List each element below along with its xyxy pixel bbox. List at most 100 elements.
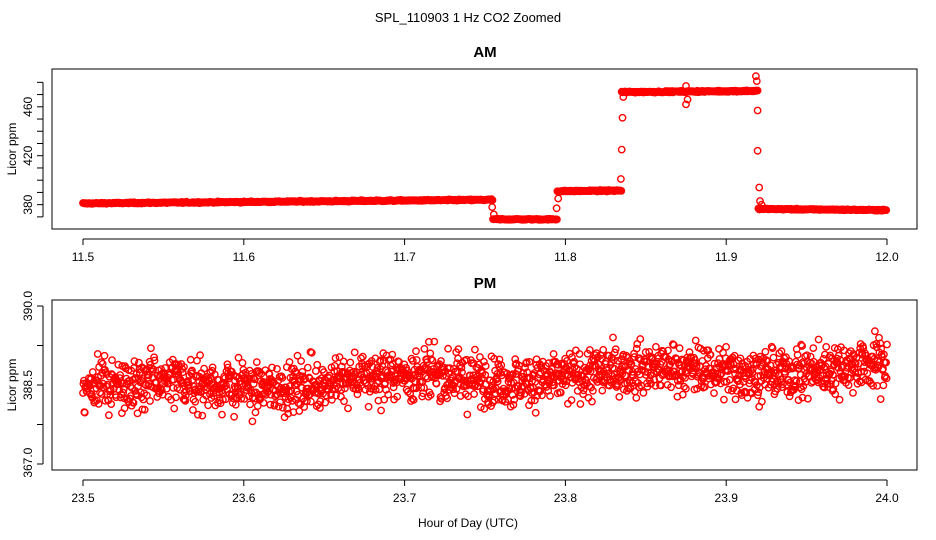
pm-data-point	[627, 360, 636, 368]
pm-data-point	[516, 392, 525, 400]
pm-data-point	[238, 358, 247, 367]
pm-data-point	[549, 350, 558, 358]
pm-data-point	[181, 391, 190, 400]
pm-data-point	[170, 404, 179, 413]
pm-data-point	[298, 367, 307, 376]
pm-data-point	[178, 368, 187, 377]
y-tick-label: 460	[21, 96, 35, 116]
pm-data-point	[769, 353, 778, 362]
pm-data-point	[188, 366, 196, 375]
pm-data-point	[234, 353, 243, 362]
pm-data-point	[297, 357, 305, 365]
pm-data-point	[307, 348, 316, 357]
pm-data-point	[595, 371, 604, 380]
pm-data-point	[710, 389, 718, 397]
pm-data-point	[444, 344, 452, 353]
pm-data-point	[80, 408, 89, 417]
am-panel-title: AM	[473, 44, 496, 61]
pm-data-point	[142, 391, 151, 400]
pm-data-point	[420, 383, 428, 392]
pm-data-point	[452, 385, 461, 393]
pm-data-point	[527, 396, 536, 405]
pm-data-point	[490, 354, 499, 363]
pm-data-point	[93, 396, 101, 405]
pm-data-point	[814, 335, 823, 344]
pm-data-point	[678, 390, 687, 399]
pm-data-point	[346, 358, 355, 367]
pm-data-point	[531, 408, 540, 417]
pm-data-point	[259, 398, 268, 407]
pm-data-point	[456, 392, 465, 400]
pm-data-point	[632, 344, 641, 353]
pm-data-point	[332, 391, 340, 400]
pm-data-point	[768, 344, 777, 352]
pm-data-point	[223, 360, 232, 369]
pm-data-point	[287, 386, 296, 395]
y-tick-label: 420	[21, 145, 35, 165]
y-tick-label: 390.0	[21, 291, 35, 321]
pm-data-point	[313, 360, 322, 369]
pm-data-point	[393, 392, 402, 401]
pm-data-point	[105, 411, 113, 420]
pm-data-point	[868, 352, 877, 361]
am-data-point	[617, 175, 625, 183]
pm-data-point	[96, 388, 104, 397]
am-data-point	[487, 195, 496, 204]
pm-data-point	[636, 335, 645, 343]
pm-data-point	[208, 363, 217, 372]
pm-data-point	[630, 353, 639, 361]
pm-data-point	[641, 348, 650, 357]
pm-data-point	[319, 368, 328, 376]
pm-data-point	[450, 389, 459, 398]
pm-data-point	[350, 348, 359, 357]
pm-data-point	[556, 388, 565, 397]
pm-data-point	[872, 339, 881, 348]
pm-data-point	[777, 347, 786, 356]
pm-panel-title: PM	[474, 275, 497, 292]
pm-data-point	[589, 386, 597, 395]
pm-data-point	[610, 348, 619, 357]
am-x-axis: 11.5 11.6 11.7 11.8 11.9 12.0	[72, 238, 899, 264]
pm-data-point	[443, 394, 452, 403]
am-data-point	[554, 194, 563, 203]
pm-data-point	[576, 400, 585, 408]
pm-data-point	[196, 351, 205, 360]
y-tick-label: 367.0	[21, 447, 35, 477]
pm-data-point	[791, 382, 800, 390]
pm-data-point	[863, 369, 872, 378]
pm-data-point	[198, 411, 207, 420]
am-data-point	[682, 100, 690, 109]
pm-data-point	[724, 385, 733, 394]
x-tick-label: 23.8	[554, 491, 578, 505]
am-data-point	[755, 183, 764, 192]
pm-data-point	[598, 386, 607, 395]
pm-data-point	[384, 390, 393, 399]
pm-data-point	[775, 349, 784, 357]
am-data-point	[752, 72, 760, 81]
pm-data-point	[736, 354, 745, 363]
pm-data-point	[253, 402, 262, 410]
pm-data-point	[388, 350, 397, 359]
am-points	[79, 72, 891, 224]
pm-data-point	[146, 397, 154, 405]
pm-data-point	[462, 355, 471, 364]
pm-data-point	[493, 377, 502, 386]
pm-data-point	[316, 397, 325, 406]
x-tick-label: 24.0	[875, 491, 899, 505]
x-tick-label: 11.6	[233, 250, 256, 264]
pm-data-point	[883, 340, 891, 349]
pm-data-point	[102, 382, 111, 390]
pm-data-point	[340, 397, 348, 406]
pm-data-point	[592, 349, 601, 358]
pm-data-point	[116, 371, 125, 379]
pm-data-point	[831, 390, 840, 398]
x-tick-label: 11.9	[715, 250, 738, 264]
am-data-point	[619, 93, 628, 101]
pm-data-point	[470, 390, 478, 398]
pm-data-point	[337, 362, 346, 371]
pm-data-point	[682, 384, 690, 393]
pm-data-point	[331, 354, 340, 362]
y-tick-label: 388.5	[21, 370, 35, 400]
pm-data-point	[428, 356, 437, 365]
